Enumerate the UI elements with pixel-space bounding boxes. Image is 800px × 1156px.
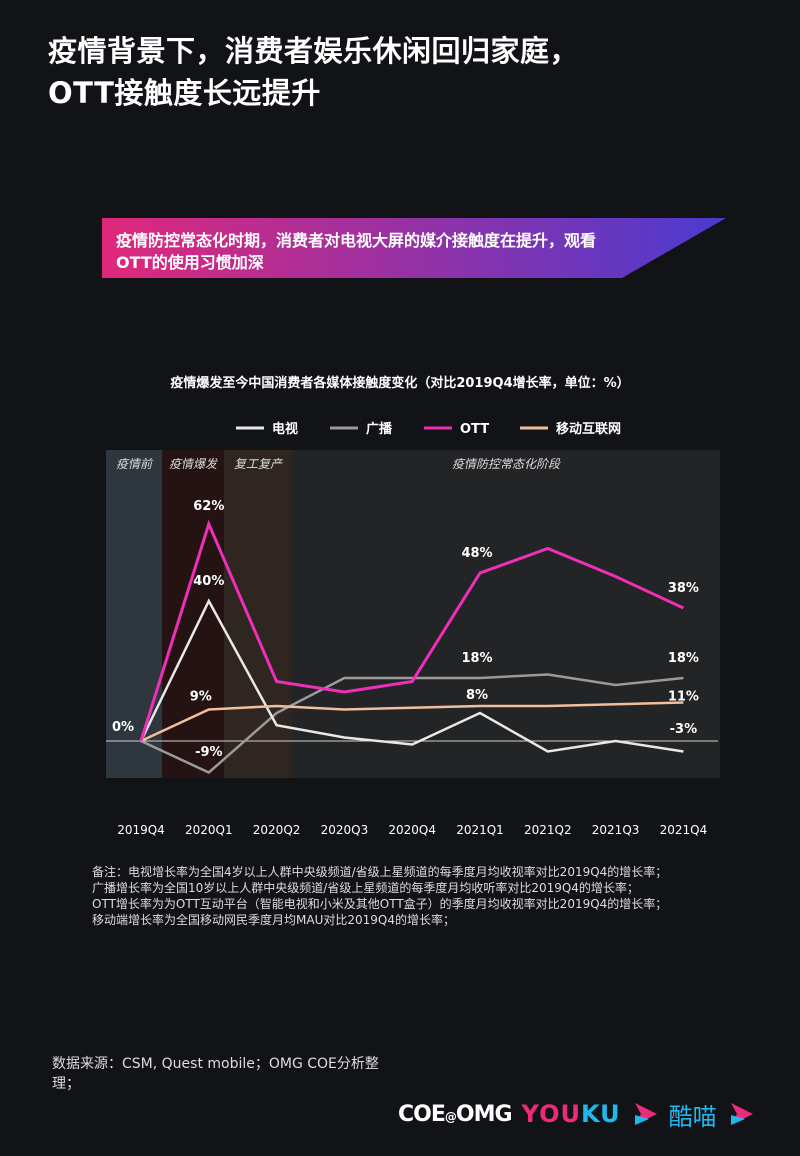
series-line-OTT xyxy=(139,519,685,742)
banner-text: 疫情防控常态化时期，消费者对电视大屏的媒介接触度在提升，观看OTT的使用习惯加深 xyxy=(116,231,597,272)
data-label-6: 18% xyxy=(461,651,492,666)
data-label-9: 18% xyxy=(668,651,699,666)
title-line-2: OTT接触度长远提升 xyxy=(48,76,321,110)
x-tick-2020Q3: 2020Q3 xyxy=(321,823,369,837)
note-line: 备注：电视增长率为全国4岁以上人群中央级频道/省级上星频道的每季度月均收视率对比… xyxy=(92,865,668,879)
play-icon xyxy=(634,1103,657,1125)
x-tick-2020Q1: 2020Q1 xyxy=(185,823,233,837)
x-tick-2021Q2: 2021Q2 xyxy=(524,823,572,837)
chart-title: 疫情爆发至今中国消费者各媒体接触度变化（对比2019Q4增长率，单位：%） xyxy=(170,375,629,391)
data-label-10: 11% xyxy=(668,690,699,705)
legend-label-1: 广播 xyxy=(366,421,393,437)
x-tick-2021Q3: 2021Q3 xyxy=(592,823,640,837)
series-line-移动互联网 xyxy=(140,701,684,743)
data-label-1: 62% xyxy=(193,499,224,514)
data-label-5: 48% xyxy=(461,546,492,561)
x-tick-2021Q4: 2021Q4 xyxy=(660,823,708,837)
legend-label-3: 移动互联网 xyxy=(556,421,621,437)
legend-label-2: OTT xyxy=(460,422,489,437)
line-chart: 疫情爆发至今中国消费者各媒体接触度变化（对比2019Q4增长率，单位：%） 电视 广… xyxy=(106,375,720,837)
note-line: 广播增长率为全国10岁以上人群中央级频道/省级上星频道的每季度月均收听率对比20… xyxy=(92,881,639,895)
highlight-banner: 疫情防控常态化时期，消费者对电视大屏的媒介接触度在提升，观看OTT的使用习惯加深 xyxy=(102,218,726,278)
data-label-0: 0% xyxy=(112,720,134,735)
data-label-7: 8% xyxy=(466,688,488,703)
phase-label-0: 疫情前 xyxy=(116,457,154,471)
phase-band-2 xyxy=(224,450,292,778)
notes: 备注：电视增长率为全国4岁以上人群中央级频道/省级上星频道的每季度月均收视率对比… xyxy=(92,864,667,928)
note-line: 移动端增长率为全国移动网民季度月均MAU对比2019Q4的增长率； xyxy=(92,913,455,927)
banner-background xyxy=(102,218,726,278)
phase-label-3: 疫情防控常态化阶段 xyxy=(452,457,561,471)
title-line-1: 疫情背景下，消费者娱乐休闲回归家庭， xyxy=(48,34,580,68)
x-tick-2019Q4: 2019Q4 xyxy=(117,823,165,837)
legend-label-0: 电视 xyxy=(272,421,298,437)
data-label-8: 38% xyxy=(668,581,699,596)
play-icon xyxy=(730,1103,753,1125)
phase-band-3 xyxy=(292,450,720,778)
data-label-2: 40% xyxy=(193,574,224,589)
data-label-11: -3% xyxy=(670,722,697,737)
logos: COE@OMG YOUKU 酷喵 xyxy=(398,1096,755,1132)
page-title: 疫情背景下，消费者娱乐休闲回归家庭， OTT接触度长远提升 xyxy=(48,30,579,114)
data-source: 数据来源：CSM, Quest mobile；OMG COE分析整理； xyxy=(52,1056,379,1092)
phase-label-2: 复工复产 xyxy=(234,457,283,471)
series-line-广播 xyxy=(140,673,684,774)
phase-label-1: 疫情爆发 xyxy=(169,457,219,471)
data-label-4: -9% xyxy=(195,745,222,760)
series-line-电视 xyxy=(139,598,684,753)
youku-logo: YOUKU xyxy=(521,1100,621,1128)
x-tick-2020Q4: 2020Q4 xyxy=(388,823,436,837)
x-tick-2021Q1: 2021Q1 xyxy=(456,823,504,837)
note-line: OTT增长率为为OTT互动平台（智能电视和小米及其他OTT盒子）的季度月均收视率… xyxy=(92,897,668,911)
kumiao-logo: 酷喵 xyxy=(668,1102,717,1131)
phase-band-1 xyxy=(162,450,224,778)
data-label-3: 9% xyxy=(190,690,212,705)
x-tick-2020Q2: 2020Q2 xyxy=(253,823,301,837)
coe-omg-logo: COE@OMG xyxy=(398,1101,513,1127)
phase-band-0 xyxy=(106,450,162,778)
